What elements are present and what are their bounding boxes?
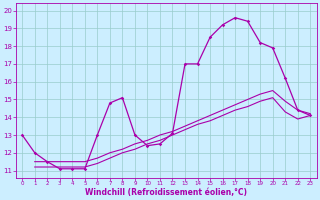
- X-axis label: Windchill (Refroidissement éolien,°C): Windchill (Refroidissement éolien,°C): [85, 188, 247, 197]
